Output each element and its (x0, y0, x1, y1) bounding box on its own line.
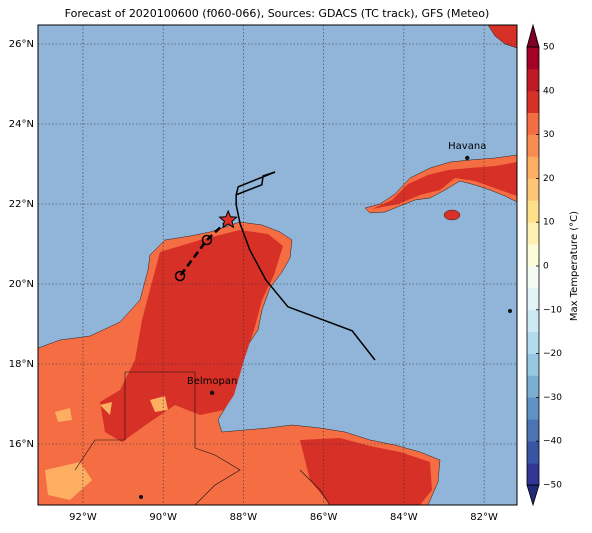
colorbar-band (527, 463, 539, 486)
colorbar-band (527, 156, 539, 179)
forecast-track (179, 219, 230, 277)
y-tick-label: 24°N (9, 119, 34, 130)
land-warm (372, 162, 517, 209)
colorbar-tick-label: 0 (543, 262, 549, 272)
colorbar-band (527, 200, 539, 223)
island (443, 209, 461, 221)
colorbar-band (527, 266, 539, 289)
map-frame (37, 24, 518, 506)
city-dot (465, 155, 470, 161)
colorbar-tick-label: −20 (543, 349, 562, 359)
forecast-star (218, 209, 238, 229)
colorbar-band (527, 222, 539, 245)
colorbar-tick-label: −30 (543, 393, 562, 403)
colorbar-tick-label: −50 (543, 481, 562, 491)
city-label: Belmopan (187, 376, 237, 387)
city-label: Havana (448, 141, 486, 152)
land (487, 25, 517, 49)
colorbar-tick-label: −40 (543, 437, 562, 447)
land-warm (100, 230, 283, 442)
y-tick-label: 26°N (9, 39, 34, 50)
x-tick-label: 86°W (310, 512, 338, 523)
colorbar-extend (526, 484, 540, 507)
colorbar-band (527, 441, 539, 464)
y-tick-label: 18°N (9, 359, 34, 370)
colorbar-band (527, 134, 539, 157)
map-title: Forecast of 2020100600 (f060-066), Sourc… (65, 7, 490, 20)
forecast-point (174, 270, 186, 282)
y-tick-label: 20°N (9, 279, 34, 290)
land-hot-spot (45, 396, 168, 500)
town (508, 309, 512, 313)
overlay (38, 25, 517, 505)
x-tick-label: 88°W (230, 512, 258, 523)
colorbar-tick-label: −10 (543, 305, 562, 315)
map-area (38, 25, 517, 505)
colorbar-band (527, 287, 539, 311)
colorbar-tick-label: 50 (543, 43, 555, 53)
colorbar-band (527, 353, 539, 376)
land-warm (300, 438, 432, 505)
country-border (74, 371, 331, 505)
tc-track (235, 171, 376, 361)
y-tick-label: 22°N (9, 199, 34, 210)
forecast-point (201, 234, 213, 246)
colorbar-band (527, 375, 539, 398)
colorbar-band (527, 178, 539, 201)
colorbar-tick-label: 40 (543, 86, 555, 96)
y-tick-label: 16°N (9, 439, 34, 450)
x-tick-label: 84°W (390, 512, 418, 523)
colorbar-band (527, 112, 539, 135)
x-tick-label: 82°W (470, 512, 498, 523)
colorbar-band (527, 331, 539, 354)
colorbar-band (527, 90, 539, 113)
colorbar-band (527, 419, 539, 442)
x-tick-label: 90°W (149, 512, 177, 523)
colorbar-band (527, 244, 539, 267)
colorbar-tick-label: 30 (543, 130, 555, 140)
town (139, 495, 143, 499)
colorbar-label: Max Temperature (°C) (569, 211, 580, 321)
colorbar-band (527, 47, 539, 70)
colorbar-extend (526, 23, 540, 48)
colorbar-band (527, 309, 539, 332)
colorbar-tick-label: 20 (543, 174, 555, 184)
colorbar-band (527, 68, 539, 92)
x-tick-label: 92°W (69, 512, 97, 523)
colorbar-tick-label: 10 (543, 218, 555, 228)
colorbar-band (527, 397, 539, 420)
city-dot (209, 390, 215, 395)
